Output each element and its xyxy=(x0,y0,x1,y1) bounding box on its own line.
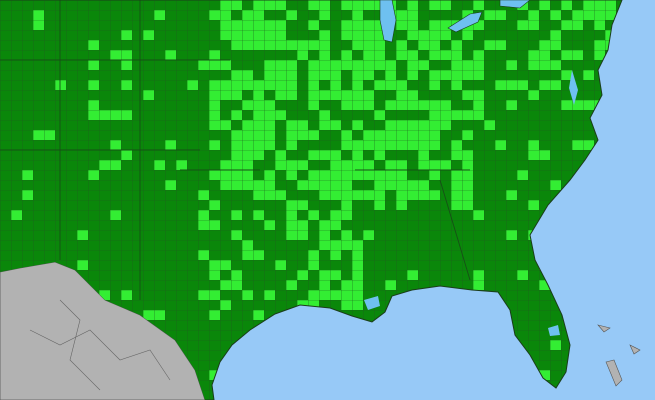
coastline xyxy=(0,0,623,400)
state-lines xyxy=(0,0,471,300)
chesapeake-bay xyxy=(569,70,578,105)
mexico-borders xyxy=(29,299,171,391)
island xyxy=(605,359,623,387)
island xyxy=(597,324,611,333)
lake-pontchartrain xyxy=(364,296,380,310)
island xyxy=(629,344,641,355)
lake-okeechobee xyxy=(548,325,560,336)
lake-ontario xyxy=(499,0,531,9)
bahamas xyxy=(597,324,641,387)
lake-erie xyxy=(447,11,483,33)
lake-michigan xyxy=(379,0,397,43)
